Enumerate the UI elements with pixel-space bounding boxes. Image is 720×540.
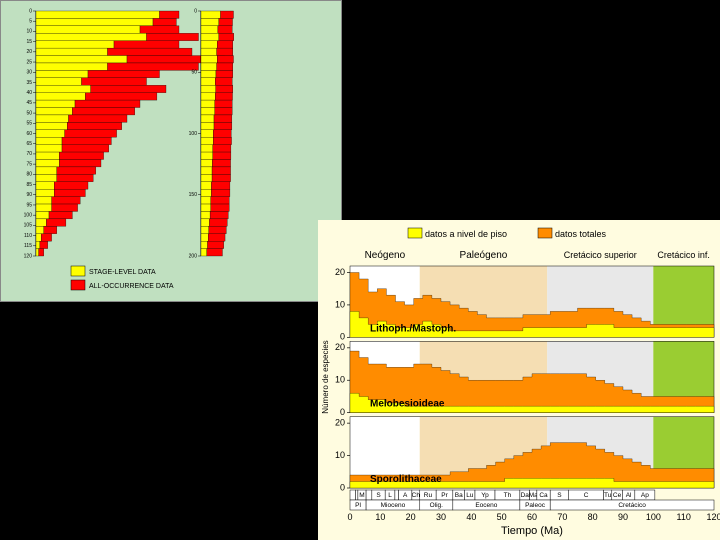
svg-text:100: 100 xyxy=(24,212,33,218)
svg-text:90: 90 xyxy=(618,512,628,522)
svg-text:Neógeno: Neógeno xyxy=(365,250,406,261)
svg-text:datos a nivel de piso: datos a nivel de piso xyxy=(425,229,507,239)
svg-text:0: 0 xyxy=(347,512,352,522)
svg-text:10: 10 xyxy=(26,29,32,35)
svg-text:Al: Al xyxy=(626,492,632,499)
svg-text:S: S xyxy=(557,492,562,499)
svg-text:60: 60 xyxy=(527,512,537,522)
svg-text:0: 0 xyxy=(340,482,345,492)
svg-text:Mioceno: Mioceno xyxy=(381,502,406,509)
svg-text:Lu: Lu xyxy=(466,492,474,499)
svg-text:ALL-OCCURRENCE DATA: ALL-OCCURRENCE DATA xyxy=(89,283,174,290)
svg-text:10: 10 xyxy=(375,512,385,522)
svg-text:Melobesioideae: Melobesioideae xyxy=(370,399,445,410)
svg-text:90: 90 xyxy=(26,192,32,198)
svg-text:0: 0 xyxy=(340,407,345,417)
svg-text:80: 80 xyxy=(26,172,32,178)
svg-text:40: 40 xyxy=(26,90,32,96)
svg-text:Cretácico superior: Cretácico superior xyxy=(564,250,637,260)
svg-text:115: 115 xyxy=(24,243,32,249)
svg-text:75: 75 xyxy=(26,161,32,167)
svg-text:Paleógeno: Paleógeno xyxy=(460,250,508,261)
stacked-timeseries-plots: 0 10 20 Lithoph./Mastoph. 0 10 20 Melobesioidea… xyxy=(335,266,714,492)
svg-text:15: 15 xyxy=(26,39,32,45)
svg-text:120: 120 xyxy=(706,512,720,522)
svg-text:L: L xyxy=(388,492,392,499)
y-axis-label: Número de especies xyxy=(321,340,330,413)
svg-text:Tiempo (Ma): Tiempo (Ma) xyxy=(501,525,563,537)
svg-text:10: 10 xyxy=(335,450,345,460)
svg-text:20: 20 xyxy=(26,49,32,55)
svg-text:45: 45 xyxy=(26,100,32,106)
svg-text:Olig.: Olig. xyxy=(430,502,444,509)
svg-text:0: 0 xyxy=(194,8,197,14)
svg-text:Cretácico: Cretácico xyxy=(618,502,646,509)
svg-text:Pl: Pl xyxy=(355,502,361,509)
svg-text:Ce: Ce xyxy=(613,492,622,499)
svg-text:80: 80 xyxy=(588,512,598,522)
svg-text:65: 65 xyxy=(26,141,32,147)
svg-text:100: 100 xyxy=(189,131,198,137)
svg-text:STAGE-LEVEL DATA: STAGE-LEVEL DATA xyxy=(89,269,156,276)
svg-text:60: 60 xyxy=(26,131,32,137)
svg-text:20: 20 xyxy=(335,342,345,352)
svg-text:0: 0 xyxy=(29,8,32,14)
svg-text:20: 20 xyxy=(335,418,345,428)
bottom-right-timeseries: datos a nivel de piso datos totales Neóge… xyxy=(318,220,720,540)
svg-text:85: 85 xyxy=(26,182,32,188)
svg-text:30: 30 xyxy=(436,512,446,522)
svg-text:Ru: Ru xyxy=(424,492,433,499)
svg-text:40: 40 xyxy=(466,512,476,522)
svg-text:50: 50 xyxy=(26,110,32,116)
svg-text:Tu: Tu xyxy=(604,492,612,499)
svg-text:Sporolithaceae: Sporolithaceae xyxy=(370,474,442,485)
svg-text:10: 10 xyxy=(335,299,345,309)
svg-text:55: 55 xyxy=(26,121,32,127)
svg-text:35: 35 xyxy=(26,80,32,86)
svg-text:Ap: Ap xyxy=(641,492,649,499)
svg-text:Th: Th xyxy=(504,492,512,499)
svg-text:Lithoph./Mastoph.: Lithoph./Mastoph. xyxy=(370,323,456,334)
svg-text:105: 105 xyxy=(24,223,33,229)
svg-text:110: 110 xyxy=(24,233,32,239)
svg-text:95: 95 xyxy=(26,202,32,208)
svg-text:Paleoc: Paleoc xyxy=(525,502,546,509)
svg-text:10: 10 xyxy=(335,375,345,385)
svg-text:datos totales: datos totales xyxy=(555,229,607,239)
svg-text:Yp: Yp xyxy=(481,492,489,499)
svg-text:50: 50 xyxy=(497,512,507,522)
svg-text:200: 200 xyxy=(189,253,198,259)
svg-text:150: 150 xyxy=(189,192,198,198)
svg-text:0: 0 xyxy=(340,332,345,342)
svg-text:Ca: Ca xyxy=(539,492,548,499)
svg-text:20: 20 xyxy=(335,267,345,277)
svg-text:100: 100 xyxy=(646,512,661,522)
svg-text:5: 5 xyxy=(29,19,32,25)
svg-text:S: S xyxy=(376,492,381,499)
svg-text:25: 25 xyxy=(26,59,32,65)
svg-text:70: 70 xyxy=(557,512,567,522)
svg-text:Eoceno: Eoceno xyxy=(475,502,497,509)
svg-text:50: 50 xyxy=(191,70,197,76)
svg-text:Cretácico inf.: Cretácico inf. xyxy=(657,250,710,260)
svg-text:110: 110 xyxy=(676,512,690,522)
svg-text:20: 20 xyxy=(406,512,416,522)
svg-text:Pr: Pr xyxy=(441,492,448,499)
svg-text:C: C xyxy=(584,492,589,499)
svg-text:Ba: Ba xyxy=(455,492,463,499)
svg-text:A: A xyxy=(403,492,408,499)
top-left-stratigraphic-charts: 0 5 10 15 20 25 30 35 40 45 50 55 60 65 70 75 80 85 90 95 10… xyxy=(0,0,342,302)
svg-text:30: 30 xyxy=(26,70,32,76)
svg-text:Ch: Ch xyxy=(412,492,421,499)
svg-text:120: 120 xyxy=(24,253,33,259)
svg-text:M: M xyxy=(359,492,364,499)
svg-text:70: 70 xyxy=(26,151,32,157)
